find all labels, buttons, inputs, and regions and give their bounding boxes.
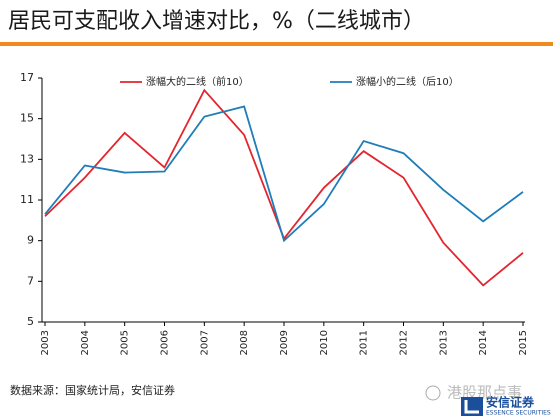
logo-mark <box>464 400 479 414</box>
x-tick-label: 2010 <box>319 330 330 355</box>
x-tick-label: 2008 <box>239 330 250 355</box>
y-tick-label: 7 <box>27 274 34 287</box>
logo-subtitle: ESSENCE SECURITIES <box>486 410 551 417</box>
y-tick-label: 13 <box>20 152 34 165</box>
y-tick-label: 17 <box>20 71 34 84</box>
logo-name: 安信证券 <box>486 395 535 410</box>
x-tick-label: 2006 <box>160 330 171 355</box>
x-tick-label: 2011 <box>359 330 370 355</box>
x-tick-label: 2005 <box>120 330 131 355</box>
x-tick-label: 2003 <box>40 330 51 355</box>
x-tick-label: 2007 <box>199 330 210 355</box>
title-underline <box>0 42 553 46</box>
legend-label: 涨幅大的二线（前10） <box>146 75 249 88</box>
x-tick-label: 2004 <box>80 330 91 355</box>
watermark-icon <box>425 385 441 401</box>
y-tick-label: 9 <box>27 234 34 247</box>
x-tick-label: 2014 <box>478 330 489 355</box>
legend-label: 涨幅小的二线（后10） <box>356 75 459 88</box>
chart-title: 居民可支配收入增速对比，%（二线城市） <box>8 9 425 34</box>
source-note: 数据来源：国家统计局，安信证券 <box>10 383 175 397</box>
y-tick-label: 11 <box>20 193 34 206</box>
series-line <box>44 105 524 243</box>
y-tick-label: 15 <box>20 112 34 125</box>
y-tick-label: 5 <box>27 315 34 328</box>
x-tick-label: 2013 <box>438 330 449 355</box>
x-tick-label: 2012 <box>399 330 410 355</box>
x-tick-label: 2009 <box>279 330 290 355</box>
logo: 安信证券 ESSENCE SECURITIES <box>461 395 551 417</box>
x-tick-label: 2015 <box>518 330 529 355</box>
